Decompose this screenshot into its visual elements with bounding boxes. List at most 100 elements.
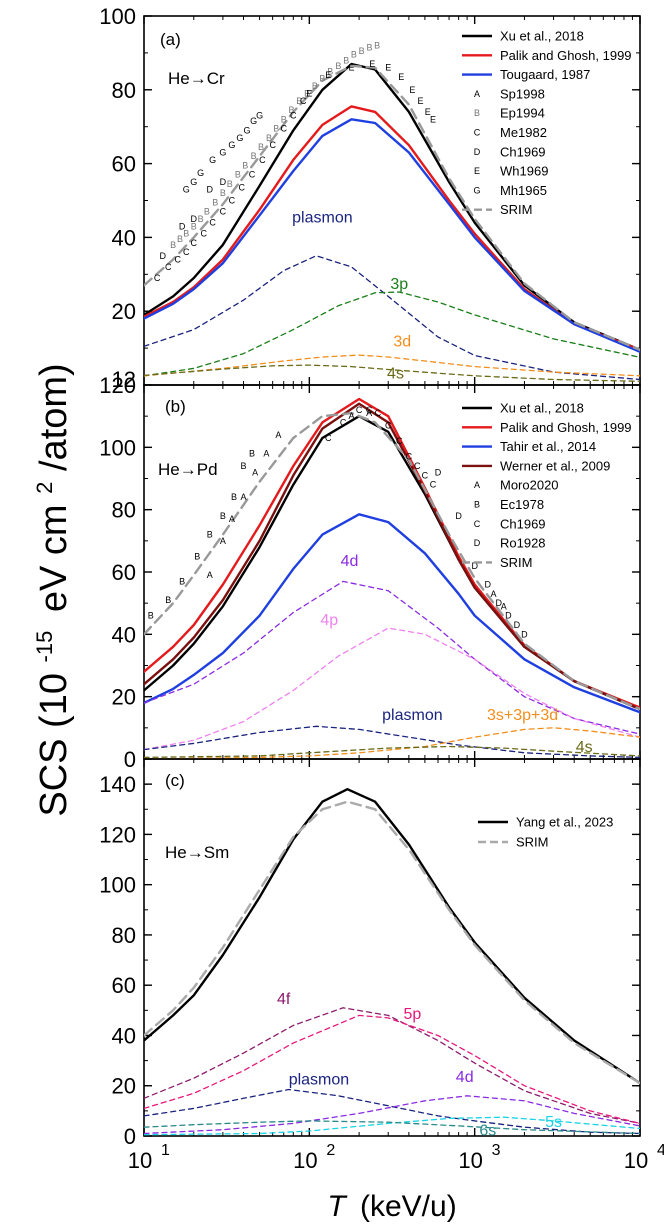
marker-mh1965: G [256,111,263,121]
panel-tag: (b) [165,397,186,416]
marker-me1982: C [209,218,216,228]
legend-marker: C [474,519,481,529]
legend-label: Ch1969 [500,144,546,159]
y-tick-label: 20 [112,299,136,324]
y-tick-label: 140 [99,772,136,797]
y-tick-label: 40 [112,225,136,250]
marker-ch1969: C [366,405,373,415]
marker-me1982: C [229,196,236,206]
marker-ch1969: C [396,436,403,446]
marker-ep1994: B [319,74,325,84]
marker-ep1994: B [220,188,226,198]
marker-ro1928: D [514,620,521,630]
marker-ro1928: D [485,580,492,590]
marker-ep1994: B [258,142,264,152]
marker-moro2020: A [275,430,281,440]
series-srim [144,64,640,352]
legend-entry: B Ec1978 [474,497,544,512]
marker-ep1994: B [191,221,197,231]
marker-me1982: C [300,96,307,106]
y-axis-title-tail: eV cm [33,504,75,612]
marker-ec1978: B [148,611,154,621]
legend-marker: E [474,166,480,176]
legend-marker: D [474,538,481,548]
x-tick-exponent: 3 [492,1142,501,1159]
legend-entry: D Ch1969 [474,144,546,159]
series-3s-3p-3d [144,727,640,759]
marker-ec1978: B [179,576,185,586]
series-plasmon [144,255,640,381]
y-tick-label: 60 [112,560,136,585]
panel-2: 0 20 40 60 80 100 120 140 4f 5p plasmon 4d 5s 6s (c) He… [99,758,641,1149]
series-3p [144,291,640,377]
legend-label: Sp1998 [500,86,545,101]
marker-ep1994: B [198,214,204,224]
marker-ch1969: C [375,408,382,418]
marker-ep1994: B [351,50,357,60]
legend-label: Palik and Ghosh, 1999 [500,48,632,63]
legend-label: Ep1994 [500,106,545,121]
marker-ep1994: B [288,105,294,115]
marker-ep1994: B [281,114,287,124]
legend-label: Xu et al., 2018 [500,29,584,44]
marker-ep1994: B [235,170,241,180]
label-5p: 5p [404,1006,422,1023]
label-4p: 4p [320,612,338,629]
legend-entry: A Moro2020 [474,478,559,493]
y-tick-label: 60 [112,152,136,177]
svg-text:T (keV/u): T (keV/u) [327,1190,456,1223]
legend-entry: D Ro1928 [474,536,546,551]
series-palik-and-ghosh-1999 [144,105,640,352]
marker-ro1928: D [521,629,528,639]
marker-ep1994: B [251,151,257,161]
marker-me1982: C [259,155,266,165]
marker-ro1928: D [435,467,442,477]
legend-label: Tougaard, 1987 [500,67,590,82]
label-3d: 3d [393,333,411,350]
marker-ec1978: B [207,530,213,540]
marker-wh1969: E [398,72,404,82]
y-tick-label: 20 [112,1074,136,1099]
marker-ep1994: B [212,197,218,207]
legend-marker: C [474,128,481,138]
series-srim [144,800,640,1085]
marker-mh1965: G [219,148,226,158]
label-plasmon: plasmon [289,1072,349,1089]
y-axis-title-exp2: 2 [32,482,57,494]
legend-entry: E Wh1969 [474,164,548,179]
marker-me1982: C [165,262,172,272]
legend-entry: SRIM [462,555,533,570]
marker-me1982: C [174,255,181,265]
x-tick-exponent: 4 [657,1142,664,1159]
marker-ch1969: C [340,417,347,427]
marker-ch1969: D [220,177,227,187]
legend-entry: B Ep1994 [474,106,545,121]
legend-label: Ec1978 [500,497,544,512]
marker-ep1994: B [343,55,349,65]
marker-mh1965: G [250,116,257,126]
legend-label: SRIM [500,202,533,217]
y-tick-label: 80 [112,78,136,103]
series-4f [144,1007,640,1125]
legend-label: Ch1969 [500,516,546,531]
legend: Xu et al., 2018 Palik and Ghosh, 1999 Tahi… [462,401,632,570]
marker-ec1978: B [220,511,226,521]
legend-entry: Yang et al., 2023 [478,815,613,830]
series-6s [144,1120,640,1135]
legend-marker: B [474,108,480,118]
legend-label: Wh1969 [500,164,548,179]
y-tick-label: 20 [112,685,136,710]
marker-ch1969: C [356,405,363,415]
marker-me1982: C [201,229,208,239]
panel-system: He→Pd [158,460,218,479]
x-tick-label: 10 [624,1148,648,1173]
label-plasmon: plasmon [292,210,352,227]
series-plasmon [144,725,640,759]
series-plasmon [144,1088,640,1135]
legend-label: Tahir et al., 2014 [500,439,596,454]
marker-mh1965: G [190,177,197,187]
legend-entry: A Sp1998 [474,86,545,101]
label-3p: 3p [390,276,408,293]
